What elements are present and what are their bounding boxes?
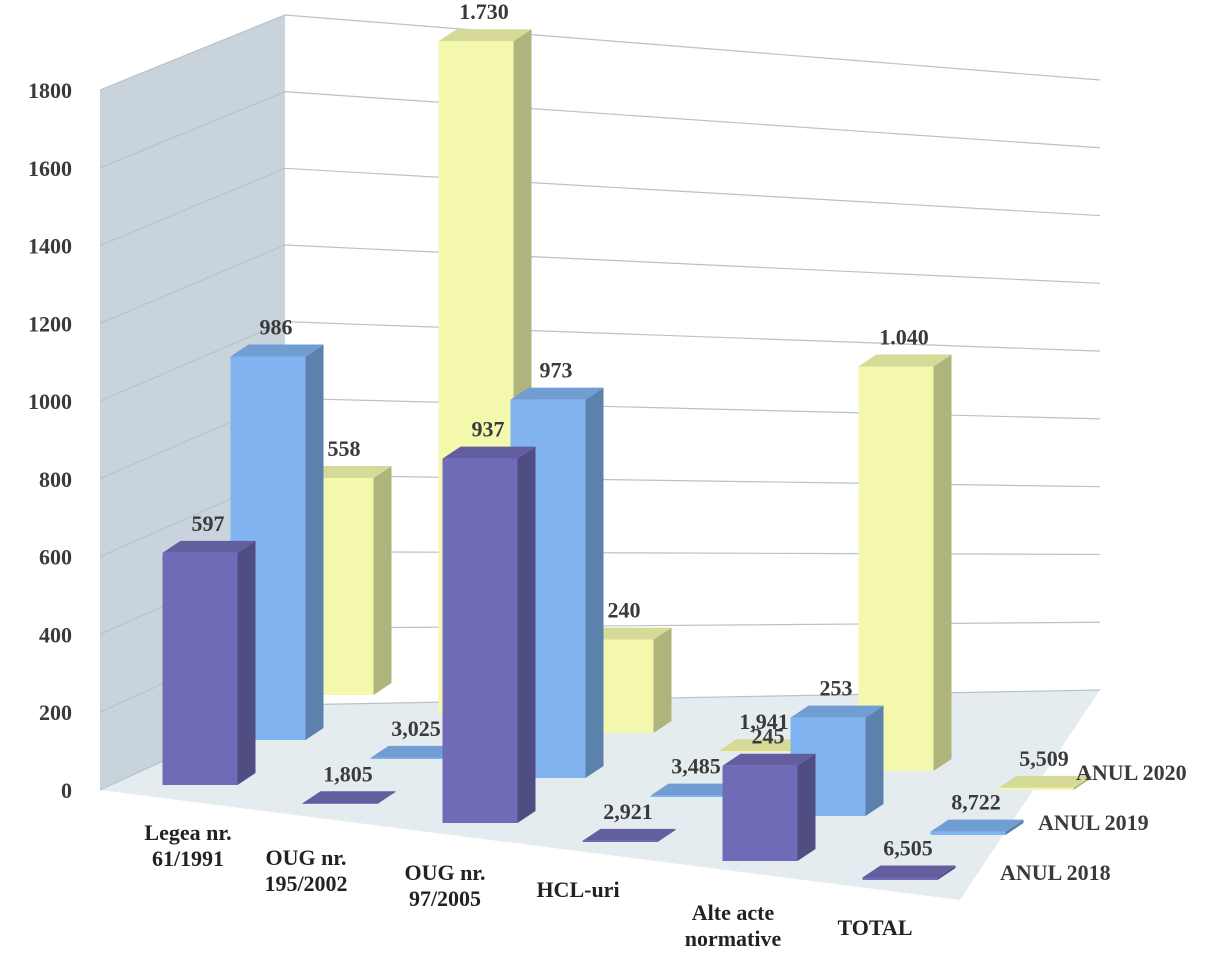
grid-line [99, 14, 1101, 91]
value-label: 8,722 [951, 790, 1001, 815]
value-label: 1.730 [459, 0, 509, 24]
x-tick-label: HCL-uri [536, 877, 620, 902]
bar-top [438, 29, 532, 42]
bar-front [858, 366, 934, 771]
value-label: 937 [472, 417, 505, 442]
bar-top [930, 819, 1024, 832]
back-wall [285, 15, 1100, 705]
bar-side [657, 828, 676, 842]
value-label: 253 [820, 676, 853, 701]
bar [858, 354, 952, 771]
bar-top [722, 753, 816, 766]
bar-top [162, 540, 256, 553]
grid-line [99, 321, 1101, 402]
bar-top [442, 446, 536, 459]
bar [998, 775, 1092, 790]
bar-front [650, 795, 726, 797]
bar [302, 791, 396, 804]
value-label: 3,025 [391, 716, 441, 741]
bar [930, 819, 1024, 835]
bar-top [370, 745, 464, 758]
value-label: 1,805 [323, 761, 373, 786]
value-label: 5,509 [1019, 746, 1069, 771]
bar-top [510, 387, 604, 400]
bar-top [302, 791, 396, 804]
y-tick-label: 1000 [28, 389, 72, 414]
bar-side [517, 446, 536, 823]
bar-front [162, 552, 238, 785]
bar-top [862, 865, 956, 878]
bar-side [305, 344, 324, 740]
bar-top [582, 828, 676, 841]
bar-top [650, 783, 744, 796]
bar-side [933, 354, 952, 771]
x-tick-label: TOTAL [837, 915, 913, 940]
bar-front [862, 877, 938, 880]
legend-label: ANUL 2019 [1038, 810, 1149, 835]
y-tick-label: 200 [39, 700, 72, 725]
value-label: 986 [260, 315, 293, 340]
y-tick-label: 1400 [28, 234, 72, 259]
value-label: 6,505 [883, 835, 933, 860]
bar-front [718, 751, 794, 752]
bar [582, 828, 676, 842]
bar-side [237, 540, 256, 785]
bar-front [722, 765, 798, 861]
value-label: 558 [328, 436, 361, 461]
bar-side [585, 387, 604, 778]
bar-top [230, 344, 324, 357]
value-label: 1,941 [739, 709, 789, 734]
legend-label: ANUL 2018 [1000, 860, 1111, 885]
bar [862, 865, 956, 880]
y-tick-label: 1200 [28, 311, 72, 336]
bar-front [582, 840, 658, 842]
grid-line [99, 91, 1101, 169]
bar [162, 540, 256, 785]
bar-side [1073, 775, 1092, 790]
grid-line [99, 167, 1101, 247]
bar-side [373, 466, 392, 695]
grid-line [99, 244, 1101, 324]
x-tick-label: OUG nr. 97/2005 [404, 860, 486, 911]
bar-side [377, 791, 396, 804]
x-tick-label: OUG nr. 195/2002 [264, 845, 348, 896]
bar-side [1005, 819, 1024, 835]
bar-top [858, 354, 952, 367]
x-tick-label: Legea nr. 61/1991 [144, 820, 232, 871]
y-tick-label: 400 [39, 622, 72, 647]
value-label: 240 [608, 598, 641, 623]
x-tick-label: Alte acte normative [684, 900, 782, 951]
bar-front [442, 458, 518, 823]
bar-side [937, 865, 956, 880]
value-label: 1.040 [879, 325, 929, 350]
y-tick-label: 0 [61, 778, 72, 803]
bar-top [790, 705, 884, 718]
bar [442, 446, 536, 823]
value-label: 973 [540, 358, 573, 383]
bar-side [797, 753, 816, 861]
value-label: 245 [752, 724, 785, 749]
y-tick-label: 1800 [28, 78, 72, 103]
y-tick-label: 1600 [28, 156, 72, 181]
value-label: 597 [192, 511, 225, 536]
bar-top [718, 739, 812, 752]
bar-front [370, 757, 446, 759]
bar-top [998, 775, 1092, 788]
bar-front [998, 787, 1074, 790]
value-label: 3,485 [671, 754, 721, 779]
value-label: 2,921 [603, 799, 653, 824]
bar-side [865, 705, 884, 816]
bar-front [930, 831, 1006, 835]
y-tick-label: 800 [39, 467, 72, 492]
legend-label: ANUL 2020 [1076, 760, 1187, 785]
bar-front [302, 803, 378, 804]
bar [722, 753, 816, 861]
bar-side [653, 627, 672, 733]
y-tick-label: 600 [39, 545, 72, 570]
